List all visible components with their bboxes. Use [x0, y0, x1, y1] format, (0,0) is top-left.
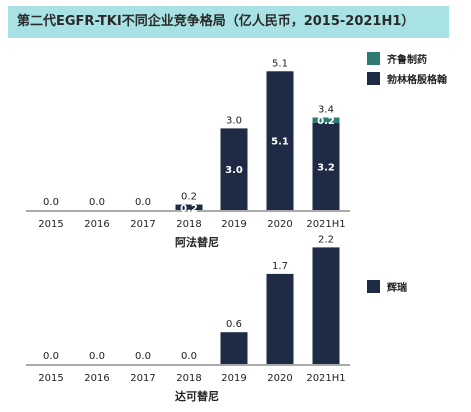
bar-total-label: 0.0 — [181, 351, 197, 362]
bar-total-label: 0.2 — [181, 192, 197, 203]
x-tick-label: 2019 — [221, 219, 246, 230]
bar-total-label: 0.0 — [43, 197, 59, 208]
legend-swatch — [367, 72, 380, 85]
bar-inner-label: 5.1 — [271, 137, 289, 148]
chart-title: 第二代EGFR-TKI不同企业竞争格局（亿人民币，2015-2021H1） — [8, 6, 449, 38]
bar-2021H1-齐鲁制药 — [312, 117, 340, 123]
bar-2019-勃林格殷格翰 — [220, 128, 248, 210]
bar-total-label: 0.0 — [89, 351, 105, 362]
x-tick-label: 2018 — [176, 219, 201, 230]
bar-total-label: 0.0 — [43, 351, 59, 362]
bar-total-label: 1.7 — [272, 261, 288, 272]
bar-inner-label: 3.0 — [225, 165, 243, 176]
x-tick-label: 2021H1 — [306, 219, 345, 230]
bar-inner-label: 0.2 — [180, 203, 198, 214]
bar-inner-label: 0.2 — [317, 116, 335, 127]
drug-label: 达可替尼 — [175, 389, 219, 403]
x-tick-label: 2017 — [130, 219, 155, 230]
bar-total-label: 3.4 — [318, 105, 334, 116]
legend-label: 勃林格殷格翰 — [387, 73, 447, 86]
legend-swatch — [367, 280, 380, 293]
bar-total-label: 0.0 — [89, 197, 105, 208]
x-tick-label: 2016 — [84, 219, 109, 230]
bar-2020-勃林格殷格翰 — [266, 71, 294, 210]
legend-label: 齐鲁制药 — [387, 53, 427, 66]
legend-label: 辉瑞 — [387, 281, 407, 294]
bar-2021H1-辉瑞 — [312, 247, 340, 364]
legend-swatch — [367, 52, 380, 65]
bar-2019-辉瑞 — [220, 332, 248, 364]
x-tick-label: 2016 — [84, 373, 109, 384]
bar-total-label: 5.1 — [272, 58, 288, 69]
bar-2018-勃林格殷格翰 — [175, 204, 203, 210]
drug-label: 阿法替尼 — [175, 235, 219, 249]
bar-total-label: 3.0 — [226, 115, 242, 126]
x-tick-label: 2020 — [267, 373, 292, 384]
x-tick-label: 2015 — [38, 219, 63, 230]
bar-2021H1-勃林格殷格翰 — [312, 122, 340, 210]
bar-total-label: 0.0 — [135, 351, 151, 362]
x-tick-label: 2018 — [176, 373, 201, 384]
bar-total-label: 0.6 — [226, 319, 242, 330]
x-tick-label: 2021H1 — [306, 373, 345, 384]
bar-2020-辉瑞 — [266, 273, 294, 364]
x-tick-label: 2019 — [221, 373, 246, 384]
x-tick-label: 2015 — [38, 373, 63, 384]
bar-total-label: 2.2 — [318, 234, 334, 245]
bar-inner-label: 3.2 — [317, 162, 335, 173]
bar-total-label: 0.0 — [135, 197, 151, 208]
x-tick-label: 2017 — [130, 373, 155, 384]
x-tick-label: 2020 — [267, 219, 292, 230]
